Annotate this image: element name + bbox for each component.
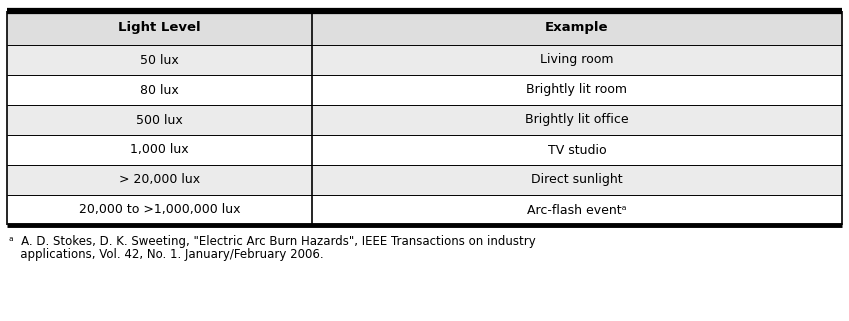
Bar: [7, 165, 842, 195]
Bar: [7, 135, 842, 165]
Text: 50 lux: 50 lux: [140, 54, 179, 66]
Text: Light Level: Light Level: [118, 22, 200, 34]
Text: 500 lux: 500 lux: [136, 114, 183, 126]
Text: Arc-flash eventᵃ: Arc-flash eventᵃ: [527, 204, 627, 216]
Text: Brightly lit office: Brightly lit office: [525, 114, 629, 126]
Text: ᵃ  A. D. Stokes, D. K. Sweeting, "Electric Arc Burn Hazards", IEEE Transactions : ᵃ A. D. Stokes, D. K. Sweeting, "Electri…: [9, 235, 536, 248]
Bar: [7, 195, 842, 225]
Text: applications, Vol. 42, No. 1. January/February 2006.: applications, Vol. 42, No. 1. January/Fe…: [9, 248, 323, 261]
Bar: [7, 75, 842, 105]
Text: 1,000 lux: 1,000 lux: [130, 143, 188, 157]
Text: TV studio: TV studio: [548, 143, 606, 157]
Text: Example: Example: [545, 22, 609, 34]
Text: > 20,000 lux: > 20,000 lux: [119, 173, 200, 187]
Text: 20,000 to >1,000,000 lux: 20,000 to >1,000,000 lux: [79, 204, 240, 216]
Text: Direct sunlight: Direct sunlight: [531, 173, 622, 187]
Text: 80 lux: 80 lux: [140, 83, 179, 97]
Bar: [7, 105, 842, 135]
Text: Brightly lit room: Brightly lit room: [526, 83, 627, 97]
Bar: [7, 45, 842, 75]
Text: Living room: Living room: [540, 54, 614, 66]
Bar: [7, 11, 842, 45]
